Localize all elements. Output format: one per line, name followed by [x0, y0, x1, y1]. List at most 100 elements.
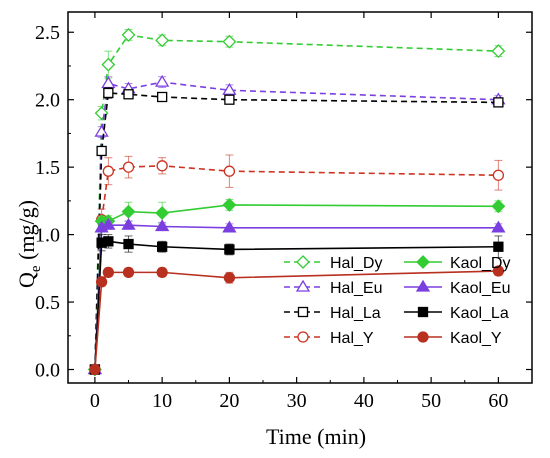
data-point: [121, 217, 136, 230]
legend: Hal_Dy Hal_Eu Hal_La Hal_Y Kaol_Dy Kaol_Eu Kao…: [284, 255, 511, 347]
legend-item-Hal_Eu: Hal_Eu: [284, 279, 382, 297]
data-point: [102, 266, 114, 279]
series-line: [94, 240, 499, 370]
legend-swatch-marker: [417, 331, 429, 343]
series-Hal_La: [89, 87, 504, 375]
data-point: [491, 220, 506, 233]
legend-item-Kaol_La: Kaol_La: [404, 305, 509, 322]
legend-label: Kaol_Y: [450, 330, 502, 347]
data-point: [155, 33, 170, 48]
data-point: [492, 265, 505, 277]
series-Kaol_La: [89, 234, 504, 375]
legend-swatch-marker: [416, 255, 430, 269]
series-Hal_Y: [89, 154, 505, 376]
legend-swatch-marker: [297, 306, 309, 318]
y-axis-title-sub: e: [28, 265, 44, 272]
x-tick-label: 40: [354, 390, 374, 412]
data-point: [89, 363, 101, 376]
data-point: [224, 94, 235, 105]
legend-swatch-marker: [415, 279, 431, 292]
x-tick-label: 30: [287, 390, 307, 412]
data-point: [223, 165, 236, 177]
data-point: [493, 97, 504, 108]
data-point: [95, 276, 108, 288]
data-point: [155, 206, 170, 220]
legend-swatch-marker: [417, 306, 429, 318]
data-point: [223, 272, 236, 284]
data-point: [154, 219, 170, 232]
data-point: [122, 266, 135, 279]
data-point: [96, 145, 107, 157]
series-line: [94, 34, 499, 370]
legend-swatch-marker: [297, 331, 309, 343]
legend-item-Kaol_Y: Kaol_Y: [404, 330, 502, 347]
data-point: [491, 44, 506, 59]
series-Kaol_Y: [89, 265, 505, 376]
data-point: [224, 244, 235, 255]
x-axis-title: Time (min): [266, 424, 366, 449]
y-axis-title-unit: (mg/g): [14, 200, 39, 265]
data-point: [492, 169, 505, 181]
legend-item-Kaol_Dy: Kaol_Dy: [404, 255, 510, 272]
data-point: [94, 124, 109, 137]
legend-item-Hal_Y: Hal_Y: [284, 330, 374, 347]
y-tick-label: 1.0: [35, 225, 60, 247]
series-Kaol_Eu: [87, 217, 506, 375]
legend-label: Hal_Dy: [330, 255, 382, 272]
legend-item-Hal_Dy: Hal_Dy: [284, 255, 382, 272]
data-point: [101, 76, 116, 89]
data-point: [156, 91, 168, 103]
x-tick-label: 0: [90, 390, 100, 412]
series-Hal_Eu: [87, 74, 506, 375]
legend-label: Kaol_Eu: [450, 280, 511, 297]
legend-item-Hal_La: Hal_La: [284, 305, 381, 322]
data-point: [222, 82, 237, 95]
y-tick-label: 2.0: [35, 90, 60, 112]
data-point: [156, 241, 168, 252]
legend-label: Hal_Eu: [330, 280, 382, 297]
data-point: [101, 217, 116, 230]
data-point: [156, 160, 168, 172]
y-axis-title: Qe (mg/g): [14, 200, 44, 288]
data-point: [103, 87, 114, 99]
data-point: [122, 161, 135, 173]
legend-item-Kaol_Eu: Kaol_Eu: [404, 279, 511, 297]
data-point: [121, 204, 136, 219]
data-point: [123, 89, 134, 100]
data-point: [493, 241, 504, 252]
series-line: [94, 164, 499, 370]
data-point: [102, 165, 114, 177]
series-line: [94, 270, 499, 370]
x-tick-label: 50: [421, 390, 441, 412]
data-point: [491, 199, 506, 214]
x-tick-label: 60: [488, 390, 508, 412]
data-point: [222, 34, 237, 49]
legend-swatch-marker: [296, 255, 310, 269]
data-point: [222, 198, 237, 212]
legend-label: Kaol_Dy: [450, 255, 510, 272]
data-point: [154, 74, 170, 87]
x-tick-label: 10: [152, 390, 172, 412]
plot-area: 0 10 20 30 40 50 600.00.51.01.52.02.5Hal_DyHal…: [35, 11, 533, 412]
legend-swatch-marker: [295, 279, 311, 292]
series-Hal_Dy: [87, 28, 506, 377]
data-point: [123, 238, 134, 250]
plot-frame: [67, 11, 533, 384]
y-tick-label: 1.5: [35, 157, 60, 179]
data-point: [121, 28, 136, 42]
legend-label: Hal_La: [330, 305, 381, 322]
legend-label: Hal_Y: [330, 330, 374, 347]
x-tick-label: 20: [219, 390, 239, 412]
y-axis-title-main: Q: [14, 272, 39, 288]
data-point: [101, 57, 116, 72]
y-tick-label: 2.5: [35, 22, 60, 44]
data-point: [222, 220, 237, 233]
svg-text:Qe (mg/g): Qe (mg/g): [14, 200, 44, 288]
series-line: [94, 92, 499, 370]
data-point: [156, 266, 168, 279]
y-tick-label: 0.0: [35, 360, 60, 382]
data-point: [103, 236, 114, 247]
legend-label: Kaol_La: [450, 305, 509, 322]
y-tick-label: 0.5: [35, 292, 60, 314]
